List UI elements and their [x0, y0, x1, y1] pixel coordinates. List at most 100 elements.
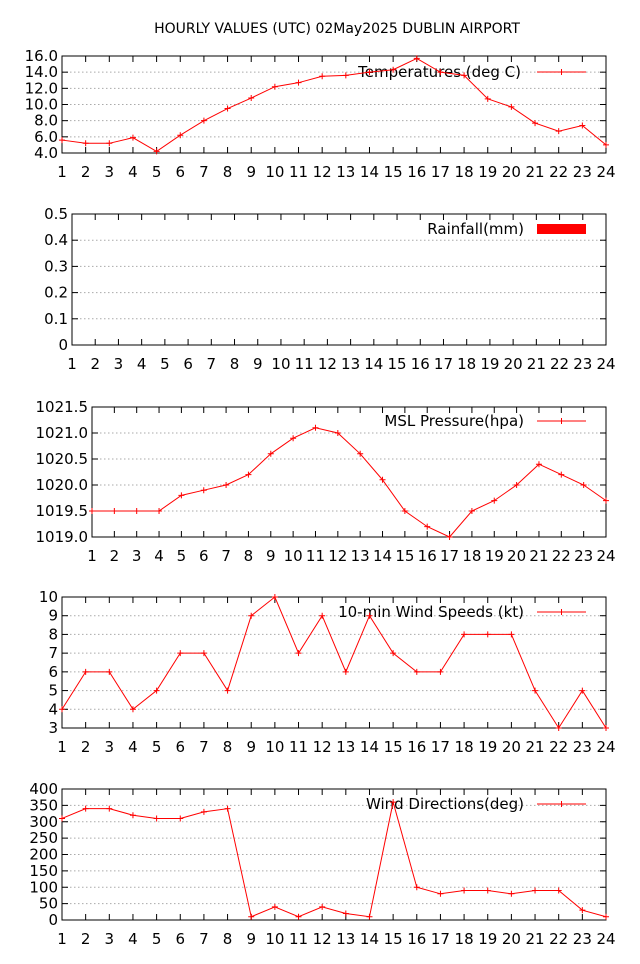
wind_speed-x-tick-label: 2	[81, 738, 91, 756]
wind_speed-data-point	[579, 687, 586, 694]
wind_speed-x-tick-label: 4	[128, 738, 138, 756]
rainfall-y-tick-label: 0.4	[44, 231, 68, 249]
rainfall-x-tick-label: 16	[411, 355, 430, 373]
wind_direction-data-point	[106, 805, 113, 812]
rainfall-x-tick-label: 20	[504, 355, 523, 373]
rainfall-plot-frame	[71, 213, 607, 346]
pressure-x-tick-label: 3	[132, 547, 142, 565]
pressure-data-point	[401, 508, 408, 514]
wind_speed-data-point	[532, 687, 539, 694]
pressure-x-tick-label: 4	[154, 547, 164, 565]
wind_direction-x-tick-label: 20	[502, 930, 521, 948]
pressure-data-point	[290, 435, 297, 442]
wind_direction-x-tick-label: 3	[105, 930, 115, 948]
pressure-data-point	[223, 482, 230, 488]
rainfall-y-tick-label: 0.2	[44, 284, 68, 302]
temperature-x-tick-label: 13	[336, 163, 355, 181]
wind_speed-x-tick-label: 7	[199, 738, 209, 756]
wind_direction-data-point	[224, 805, 231, 812]
pressure-x-tick-label: 5	[177, 547, 187, 565]
wind_direction-data-point	[461, 887, 468, 894]
wind_speed-x-tick-label: 6	[175, 738, 185, 756]
pressure-data-point	[535, 461, 542, 468]
pressure-x-tick-label: 2	[110, 547, 120, 565]
wind_speed-x-tick-label: 10	[265, 738, 284, 756]
rainfall-x-tick-label: 12	[318, 355, 337, 373]
rainfall-y-tick-label: 0	[58, 336, 68, 354]
temperature-data-point	[437, 69, 444, 76]
temperature-x-tick-label: 22	[549, 163, 568, 181]
wind_speed-legend-marker	[558, 609, 565, 615]
wind_direction-data-point	[319, 903, 326, 910]
pressure-data-point	[133, 508, 140, 514]
rainfall-legend-swatch	[537, 224, 586, 234]
pressure-x-tick-label: 20	[507, 547, 526, 565]
wind_direction-y-tick-label: 250	[29, 829, 58, 847]
pressure-data-point	[89, 508, 95, 514]
wind_speed-x-tick-label: 16	[407, 738, 426, 756]
rainfall-y-tick-label: 0.3	[44, 257, 68, 275]
temperature-x-tick-label: 11	[289, 163, 308, 181]
temperature-x-tick-label: 24	[596, 163, 615, 181]
pressure-data-point	[491, 497, 498, 504]
rainfall-chart: 00.10.20.30.40.51 2 3 4 5 6 7 8 9 10 11 12 13 14 15 16 1…	[44, 205, 615, 373]
wind_direction-data-point	[129, 812, 136, 819]
temperature-data-point	[200, 117, 207, 124]
pressure-x-tick-label: 24	[596, 547, 615, 565]
wind_speed-data-point	[508, 631, 515, 638]
pressure-data-point	[580, 482, 587, 488]
wind_direction-data-point	[82, 805, 89, 812]
wind_speed-x-tick-label: 5	[152, 738, 162, 756]
wind_speed-y-tick-label: 5	[48, 682, 58, 700]
pressure-data-point	[424, 523, 431, 530]
wind_direction-data-point	[295, 913, 302, 920]
wind_speed-x-tick-label: 12	[313, 738, 332, 756]
wind_direction-x-tick-label: 14	[360, 930, 379, 948]
rainfall-legend-label: Rainfall(mm)	[427, 220, 524, 238]
wind_direction-y-tick-label: 350	[29, 796, 58, 814]
wind_direction-x-tick-label: 23	[573, 930, 592, 948]
pressure-data-point	[200, 487, 207, 494]
temperature-data-point	[82, 140, 89, 147]
pressure-x-tick-label: 23	[574, 547, 593, 565]
wind_direction-data-point	[390, 799, 397, 806]
wind_speed-data-point	[106, 668, 113, 675]
wind_speed-y-tick-label: 9	[48, 607, 58, 625]
wind_speed-y-tick-label: 4	[48, 700, 58, 718]
wind_direction-y-tick-label: 100	[29, 878, 58, 896]
wind_speed-x-tick-label: 20	[502, 738, 521, 756]
wind_direction-data-point	[59, 815, 65, 822]
temperature-x-tick-label: 21	[525, 163, 544, 181]
wind_speed-data-point	[603, 725, 609, 731]
temperature-x-tick-label: 20	[502, 163, 521, 181]
pressure-data-point	[245, 471, 252, 478]
rainfall-x-tick-label: 19	[480, 355, 499, 373]
wind_direction-data-point	[579, 907, 586, 914]
temperature-series-line	[61, 57, 607, 152]
temperature-x-tick-label: 9	[246, 163, 256, 181]
wind_direction-legend-label: Wind Directions(deg)	[366, 795, 524, 813]
pressure-x-tick-label: 10	[284, 547, 303, 565]
wind_speed-x-tick-label: 19	[478, 738, 497, 756]
temperature-data-point	[271, 83, 278, 90]
rainfall-x-tick-label: 23	[573, 355, 592, 373]
wind_direction-data-point	[271, 903, 278, 910]
wind_speed-data-point	[177, 650, 184, 657]
wind_direction-data-point	[413, 884, 420, 891]
wind_speed-data-point	[59, 706, 65, 713]
pressure-x-tick-label: 14	[373, 547, 392, 565]
wind_speed-x-tick-label: 17	[431, 738, 450, 756]
temperature-data-point	[319, 73, 326, 80]
temperature-x-tick-label: 2	[81, 163, 91, 181]
pressure-x-tick-label: 22	[552, 547, 571, 565]
wind_direction-x-tick-label: 2	[81, 930, 91, 948]
wind_direction-data-point	[200, 808, 207, 815]
wind_direction-data-point	[342, 910, 349, 917]
wind_direction-data-point	[366, 913, 373, 920]
wind_speed-data-point	[153, 687, 160, 694]
wind_speed-x-tick-label: 24	[596, 738, 615, 756]
temperature-x-tick-label: 14	[360, 163, 379, 181]
pressure-data-point	[156, 508, 163, 514]
